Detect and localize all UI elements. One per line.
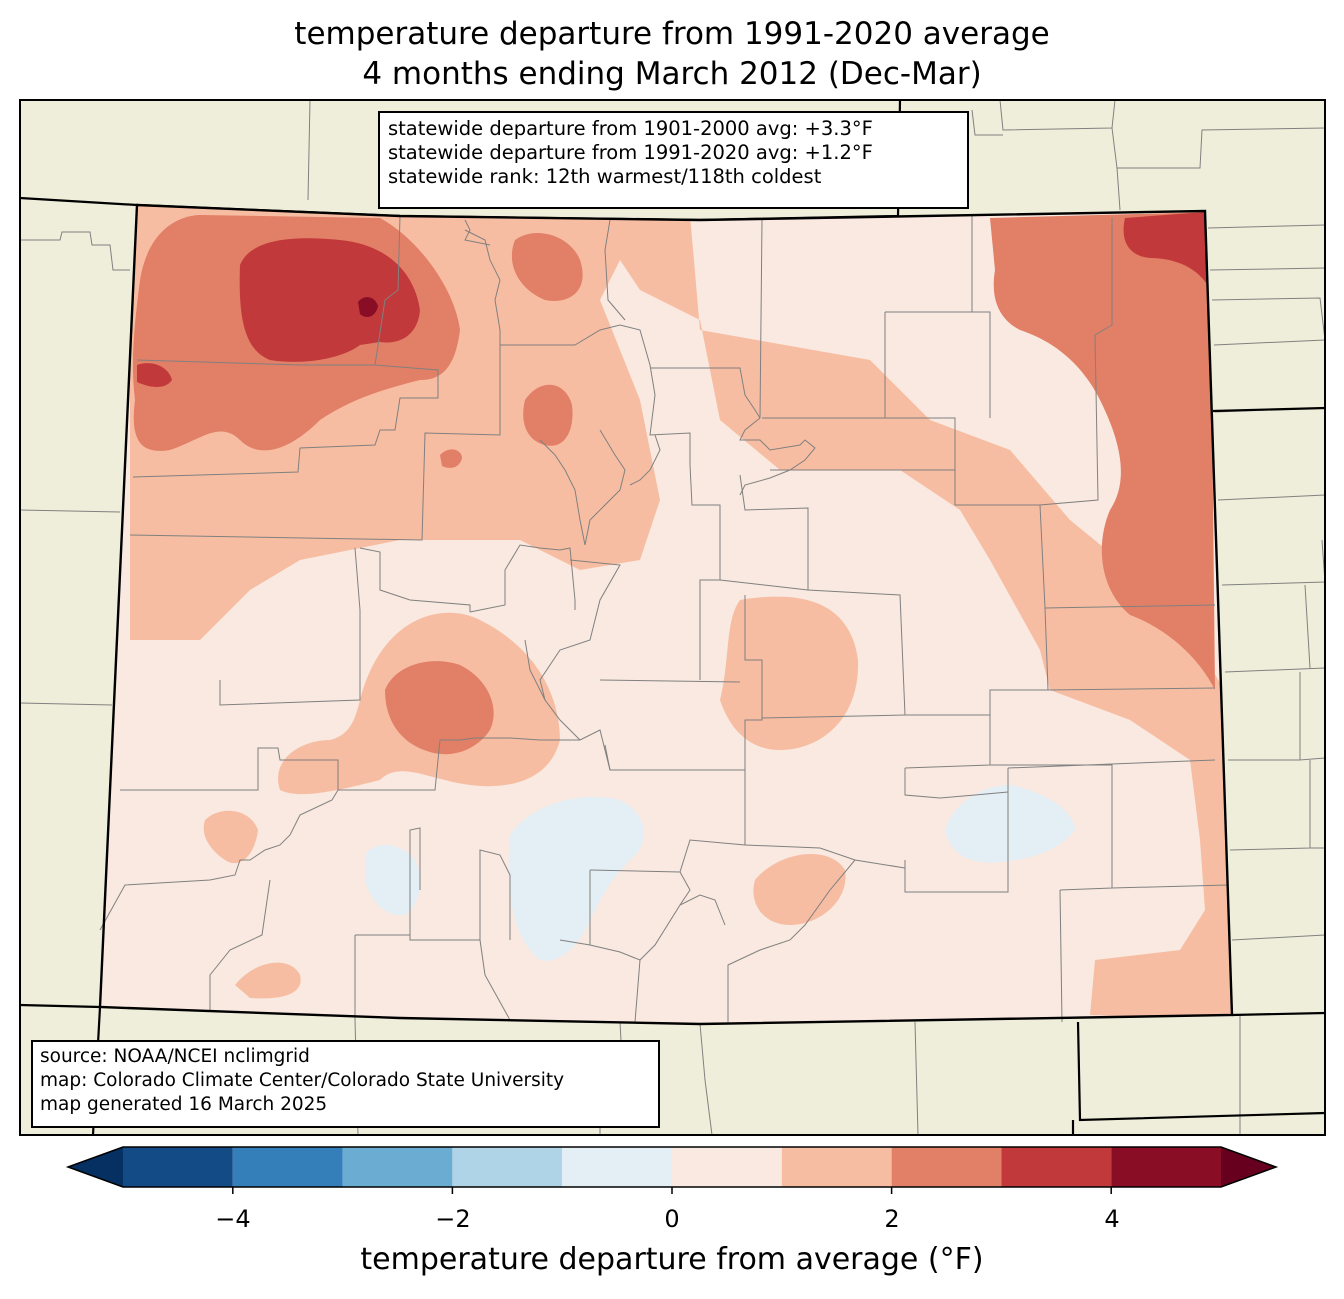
credit-source: source: NOAA/NCEI nclimgrid bbox=[40, 1046, 310, 1067]
stats-departure-1991-2020: statewide departure from 1991-2020 avg: … bbox=[388, 141, 873, 164]
colorbar-tick-label: −2 bbox=[435, 1205, 471, 1233]
colorbar-bin bbox=[891, 1147, 1002, 1187]
map-title-line-2: 4 months ending March 2012 (Dec-Mar) bbox=[362, 56, 982, 92]
colorbar-under-arrow bbox=[68, 1147, 123, 1187]
colorbar-bin bbox=[342, 1147, 453, 1187]
map-title-line-1: temperature departure from 1991-2020 ave… bbox=[294, 16, 1050, 52]
credits-box: source: NOAA/NCEI nclimgrid map: Colorad… bbox=[31, 1040, 660, 1128]
statewide-stats-box: statewide departure from 1901-2000 avg: … bbox=[378, 111, 969, 209]
region-warm-2-3-san-juan bbox=[385, 661, 494, 755]
stats-rank: statewide rank: 12th warmest/118th colde… bbox=[388, 165, 822, 188]
colorbar-bin bbox=[781, 1147, 892, 1187]
neighbor-county-lines bbox=[19, 99, 1326, 1136]
region-cool-southwest bbox=[365, 844, 421, 916]
region-warm-2-3-spot bbox=[440, 449, 462, 468]
region-warm-3-4-northwest bbox=[239, 238, 420, 362]
region-warm-3-4-nw-edge bbox=[137, 363, 172, 387]
colorbar-tick-label: 2 bbox=[884, 1205, 900, 1233]
region-warm-1-2 bbox=[130, 205, 1232, 1020]
colorbar-tick-label: 4 bbox=[1104, 1205, 1120, 1233]
region-warm-4-5-spot bbox=[358, 297, 378, 318]
region-warm-1-2-south bbox=[753, 853, 846, 925]
colorbar-label: temperature departure from average (°F) bbox=[360, 1242, 984, 1277]
credit-generated: map generated 16 March 2025 bbox=[40, 1094, 328, 1115]
colorbar-bin bbox=[1111, 1147, 1221, 1187]
region-warm-3-4-northeast bbox=[1123, 212, 1210, 290]
temperature-field bbox=[100, 205, 1232, 1024]
colorbar-bin bbox=[232, 1147, 343, 1187]
colorbar-bin bbox=[1001, 1147, 1112, 1187]
region-cool-san-luis bbox=[508, 796, 644, 961]
colorbar-bin bbox=[562, 1147, 672, 1187]
region-warm-1-2-sw-spot bbox=[203, 810, 258, 864]
region-warm-2-3-north-park bbox=[523, 384, 573, 446]
colorado-border bbox=[98, 203, 1234, 1026]
region-warm-1-2-sw-spot2 bbox=[235, 962, 301, 999]
credit-map: map: Colorado Climate Center/Colorado St… bbox=[40, 1070, 565, 1091]
region-warm-1-2-central bbox=[720, 596, 859, 750]
stats-departure-1901-2000: statewide departure from 1901-2000 avg: … bbox=[388, 117, 873, 140]
region-warm-2-3-northeast bbox=[990, 212, 1215, 690]
map-frame bbox=[19, 99, 1326, 1136]
region-warm-2-3-north bbox=[511, 232, 583, 301]
colorbar-tick-label: −4 bbox=[215, 1205, 251, 1233]
colorbar-bin bbox=[123, 1147, 233, 1187]
colorbar-bin bbox=[452, 1147, 563, 1187]
colorado-county-lines bbox=[99, 215, 1229, 1023]
colorbar-outline bbox=[65, 1146, 1279, 1188]
colorbar-bin bbox=[672, 1147, 782, 1187]
colorbar bbox=[65, 1146, 1279, 1194]
colorbar-tick-label: 0 bbox=[664, 1205, 680, 1233]
region-cool-southeast bbox=[945, 785, 1075, 863]
colorbar-over-arrow bbox=[1221, 1147, 1276, 1187]
